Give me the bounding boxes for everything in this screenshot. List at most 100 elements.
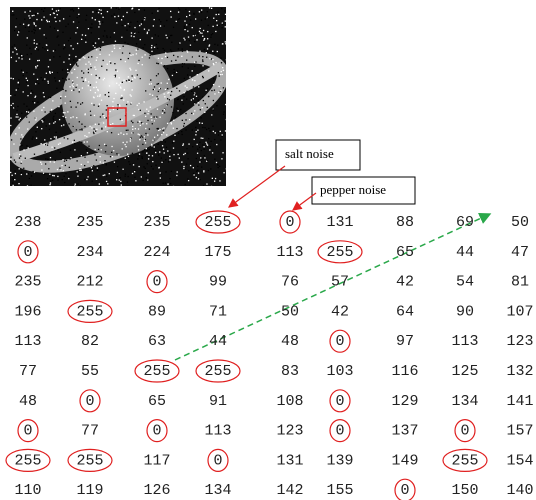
noise-dot xyxy=(65,90,66,91)
noise-dot xyxy=(221,158,222,159)
noise-dot xyxy=(116,153,117,154)
noise-dot xyxy=(62,32,63,33)
noise-dot xyxy=(106,117,107,118)
noise-dot xyxy=(161,173,162,174)
noise-dot xyxy=(184,20,185,21)
noise-dot xyxy=(131,81,132,82)
noise-dot xyxy=(170,183,171,184)
noise-dot xyxy=(157,48,158,49)
noise-dot xyxy=(225,41,226,42)
noise-dot xyxy=(26,72,27,73)
noise-dot xyxy=(202,107,203,108)
noise-dot xyxy=(204,38,205,39)
noise-dot xyxy=(110,156,111,157)
noise-dot xyxy=(176,128,177,129)
noise-dot xyxy=(137,158,138,159)
noise-dot xyxy=(35,83,36,84)
noise-dot xyxy=(94,47,95,48)
noise-dot xyxy=(197,74,198,75)
noise-dot xyxy=(96,75,97,76)
noise-dot xyxy=(96,82,97,83)
noise-dot xyxy=(53,50,54,51)
noise-dot xyxy=(21,55,22,56)
noise-dot xyxy=(194,80,195,81)
noise-dot xyxy=(41,120,42,121)
noise-dot xyxy=(95,131,96,132)
noise-dot xyxy=(77,65,78,66)
noise-dot xyxy=(149,94,150,95)
noise-dot xyxy=(124,25,125,26)
noise-dot xyxy=(41,169,42,170)
pixel-value: 91 xyxy=(209,393,227,410)
noise-dot xyxy=(123,16,124,17)
noise-dot xyxy=(64,44,65,45)
pixel-value: 76 xyxy=(281,274,299,291)
noise-dot xyxy=(131,89,132,90)
noise-dot xyxy=(19,30,20,31)
noise-dot xyxy=(162,113,163,114)
noise-dot xyxy=(139,25,140,26)
noise-dot xyxy=(199,147,200,148)
noise-dot xyxy=(28,11,29,12)
noise-dot xyxy=(94,115,95,116)
noise-dot xyxy=(16,89,17,90)
noise-dot xyxy=(54,17,55,18)
noise-dot xyxy=(164,96,165,97)
noise-dot xyxy=(59,168,60,169)
noise-dot xyxy=(71,72,72,73)
noise-dot xyxy=(28,173,29,174)
noise-dot xyxy=(189,119,190,120)
noise-dot xyxy=(95,19,96,20)
figure: salt noise pepper noise 2382352352550131… xyxy=(0,0,536,500)
noise-dot xyxy=(178,133,179,134)
noise-dot xyxy=(74,140,75,141)
noise-dot xyxy=(182,51,183,52)
noise-dot xyxy=(81,77,82,78)
noise-dot xyxy=(137,122,138,123)
noise-dot xyxy=(26,45,27,46)
noise-dot xyxy=(122,169,123,170)
noise-dot xyxy=(72,116,73,117)
noise-dot xyxy=(29,121,30,122)
noise-dot xyxy=(147,134,148,135)
noise-dot xyxy=(39,43,40,44)
noise-dot xyxy=(63,124,64,125)
noise-dot xyxy=(32,136,33,137)
noise-dot xyxy=(130,22,131,23)
noise-dot xyxy=(145,128,146,129)
noise-dot xyxy=(80,103,81,104)
pixel-value: 139 xyxy=(326,452,353,469)
noise-dot xyxy=(202,36,203,37)
noise-dot xyxy=(63,112,64,113)
noise-dot xyxy=(159,88,160,89)
noise-dot xyxy=(132,54,133,55)
noise-dot xyxy=(118,16,119,17)
noise-dot xyxy=(203,30,204,31)
noise-dot xyxy=(164,109,165,110)
noise-dot xyxy=(144,44,145,45)
noise-dot xyxy=(171,60,172,61)
noise-dot xyxy=(202,144,203,145)
noise-dot xyxy=(111,15,112,16)
noise-dot xyxy=(164,112,165,113)
noise-dot xyxy=(108,92,109,93)
noise-dot xyxy=(127,130,128,131)
noise-dot xyxy=(218,72,219,73)
noise-dot xyxy=(131,132,132,133)
noise-dot xyxy=(117,109,118,110)
noise-dot xyxy=(98,149,99,150)
noise-dot xyxy=(45,163,46,164)
noise-dot xyxy=(75,87,76,88)
noise-dot xyxy=(144,140,145,141)
noise-dot xyxy=(142,57,143,58)
noise-dot xyxy=(19,119,20,120)
noise-dot xyxy=(133,115,134,116)
noise-dot xyxy=(145,133,146,134)
noise-dot xyxy=(24,11,25,12)
pixel-value: 0 xyxy=(152,274,161,291)
pixel-value: 235 xyxy=(14,274,41,291)
noise-dot xyxy=(70,157,71,158)
noise-dot xyxy=(157,108,158,109)
noise-dot xyxy=(183,38,184,39)
noise-dot xyxy=(163,132,164,133)
